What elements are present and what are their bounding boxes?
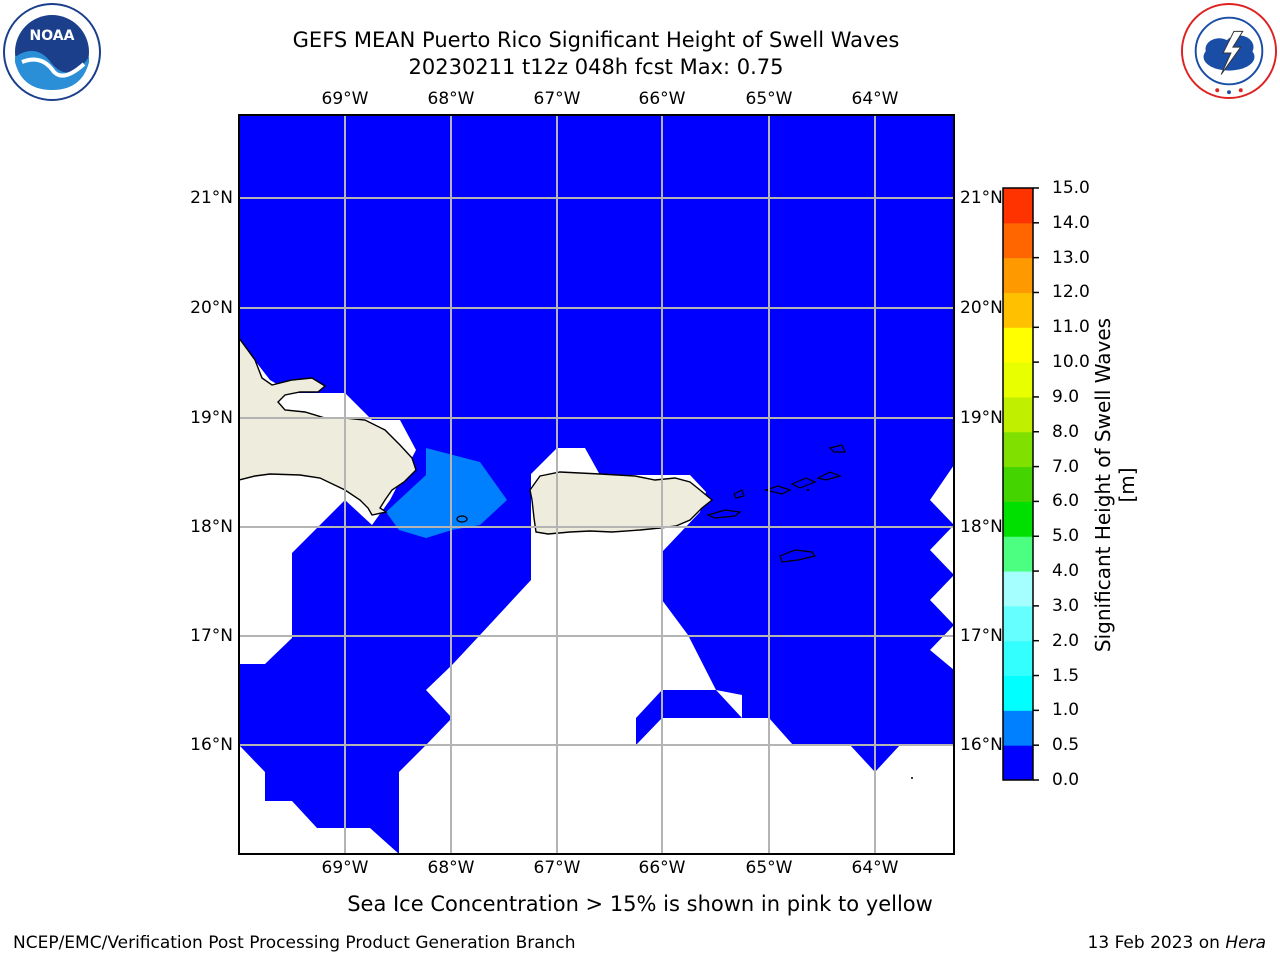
land-anegada — [828, 444, 846, 453]
colorbar-segment — [1003, 675, 1033, 711]
colorbar-tick: 12.0 — [1052, 282, 1090, 303]
lat-tick-left: 21°N — [190, 188, 233, 208]
lon-tick-bottom: 64°W — [851, 858, 899, 878]
colorbar-segment — [1003, 431, 1033, 468]
noaa-logo-text: NOAA — [30, 28, 75, 44]
machine-name: Hera — [1225, 933, 1266, 953]
land-culebra — [733, 489, 745, 499]
colorbar-segment — [1003, 571, 1033, 607]
colorbar-segment — [1003, 501, 1033, 537]
lat-tick-right: 20°N — [960, 298, 1003, 318]
colorbar-segment — [1003, 292, 1033, 328]
colorbar-label: Significant Height of Swell Waves [m] — [1091, 317, 1139, 653]
colorbar-tick: 4.0 — [1052, 561, 1080, 582]
colorbar-segment — [1003, 536, 1033, 572]
colorbar-tick: 0.0 — [1052, 770, 1080, 790]
colorbar-segment — [1003, 257, 1033, 293]
colorbar-tick: 13.0 — [1052, 247, 1090, 268]
land-islet-2 — [806, 488, 810, 492]
lon-tick-top: 67°W — [533, 89, 581, 109]
land-tortola — [816, 471, 842, 481]
lat-tick-right: 18°N — [960, 517, 1003, 537]
land-st-john — [790, 477, 817, 489]
sea-ice-note: Sea Ice Concentration > 15% is shown in … — [347, 892, 933, 916]
lon-tick-bottom: 69°W — [321, 858, 369, 878]
colorbar-tick: 3.0 — [1052, 595, 1080, 616]
colorbar-tick: 11.0 — [1052, 317, 1090, 338]
land-hispaniola — [239, 336, 417, 516]
lat-tick-right: 16°N — [960, 735, 1003, 755]
lon-tick-bottom: 66°W — [638, 858, 686, 878]
colorbar-segment — [1003, 710, 1033, 746]
nws-logo-icon — [1180, 2, 1278, 100]
colorbar — [1003, 187, 1039, 781]
land-vieques — [706, 509, 742, 519]
lat-tick-left: 18°N — [190, 517, 233, 537]
colorbar-segment — [1003, 327, 1033, 363]
colorbar-tick: 5.0 — [1052, 526, 1080, 547]
lat-tick-left: 20°N — [190, 298, 233, 318]
colorbar-tick: 7.0 — [1052, 456, 1080, 477]
land-mona-island — [456, 515, 468, 523]
colorbar-segment — [1003, 396, 1033, 433]
credit-text: NCEP/EMC/Verification Post Processing Pr… — [13, 933, 576, 953]
lon-tick-bottom: 68°W — [427, 858, 475, 878]
colorbar-segment — [1003, 362, 1033, 398]
lon-tick-top: 64°W — [851, 89, 899, 109]
date-text: 13 Feb 2023 on Hera — [1088, 932, 1266, 954]
colorbar-frame — [1002, 187, 1034, 781]
lon-tick-top: 65°W — [745, 89, 793, 109]
colorbar-tick: 2.0 — [1052, 630, 1080, 651]
colorbar-segment — [1003, 222, 1033, 259]
colorbar-tick: 15.0 — [1052, 178, 1090, 198]
colorbar-tick: 14.0 — [1052, 212, 1090, 233]
land-st-thomas — [763, 485, 792, 495]
lat-tick-right: 19°N — [960, 408, 1003, 428]
lon-tick-top: 69°W — [321, 89, 369, 109]
lat-tick-left: 17°N — [190, 626, 233, 646]
date-label: 13 Feb 2023 on — [1087, 933, 1220, 953]
lat-tick-left: 19°N — [190, 408, 233, 428]
colorbar-segment — [1003, 605, 1033, 642]
chart-title: GEFS MEAN Puerto Rico Significant Height… — [292, 28, 900, 52]
noaa-logo-icon: NOAA — [3, 3, 101, 101]
lon-tick-top: 66°W — [638, 89, 686, 109]
chart-subtitle: 20230211 t12z 048h fcst Max: 0.75 — [408, 55, 784, 79]
lon-tick-top: 68°W — [427, 89, 475, 109]
swell-field-low — [239, 115, 954, 854]
colorbar-segment — [1003, 640, 1033, 677]
lat-tick-left: 16°N — [190, 735, 233, 755]
land-st-croix — [779, 549, 817, 563]
colorbar-segment — [1003, 745, 1033, 781]
colorbar-tick: 0.5 — [1052, 735, 1080, 756]
colorbar-tick: 10.0 — [1052, 352, 1090, 373]
colorbar-segment — [1003, 188, 1033, 224]
lat-tick-right: 21°N — [960, 188, 1003, 208]
lon-tick-bottom: 65°W — [745, 858, 793, 878]
map-gridlines — [239, 115, 954, 854]
colorbar-tick: 6.0 — [1052, 491, 1080, 512]
colorbar-tick: 8.0 — [1052, 421, 1080, 442]
colorbar-tick: 1.5 — [1052, 665, 1080, 686]
map-frame — [238, 114, 955, 855]
lat-tick-right: 17°N — [960, 626, 1003, 646]
lon-tick-bottom: 67°W — [533, 858, 581, 878]
colorbar-tick: 1.0 — [1052, 700, 1080, 721]
colorbar-tick: 9.0 — [1052, 386, 1080, 407]
colorbar-segment — [1003, 466, 1033, 502]
swell-field-mid — [386, 448, 507, 538]
land-islet — [911, 777, 913, 779]
